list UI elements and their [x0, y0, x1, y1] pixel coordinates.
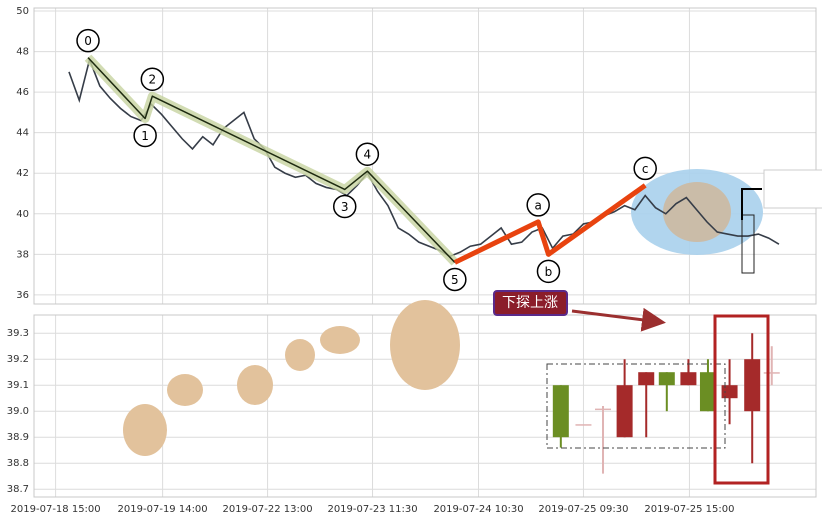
annotation: 下探上涨	[502, 295, 558, 311]
wave-point	[526, 193, 550, 217]
candle-body	[658, 372, 675, 386]
y-tick-label: 39.3	[7, 328, 29, 339]
candle-body	[744, 359, 761, 412]
candle-body	[575, 424, 592, 426]
y-tick-label: 39.2	[7, 354, 29, 365]
wave-label: 3	[341, 200, 349, 214]
wave-label: a	[535, 198, 542, 212]
annotation-arrow	[571, 307, 666, 332]
red-box	[713, 314, 770, 485]
wave-label: 4	[364, 148, 372, 162]
wave-label: 2	[149, 73, 157, 87]
wave-point	[536, 259, 561, 284]
y-tick-label: 36	[16, 290, 29, 301]
candle-body	[721, 385, 738, 399]
candle-body	[680, 372, 697, 386]
impulse-wave	[87, 57, 456, 263]
y-tick-label: 38.7	[7, 484, 29, 495]
wave-label: c	[642, 162, 649, 176]
marker-box	[741, 214, 755, 274]
wave-label: 0	[84, 34, 92, 48]
x-tick-label: 2019-07-18 15:00	[11, 504, 101, 515]
wave-point	[355, 142, 380, 166]
wave-point	[633, 156, 657, 181]
price-line	[68, 57, 780, 258]
wave-label: 5	[451, 273, 459, 287]
candle-body	[552, 385, 569, 438]
x-tick-label: 2019-07-24 10:30	[433, 504, 523, 515]
y-tick-label: 50	[16, 6, 29, 17]
candle-body	[638, 372, 655, 386]
y-tick-label: 38	[16, 249, 29, 260]
x-tick-label: 2019-07-25 15:00	[644, 504, 734, 515]
y-tick-label: 39.0	[7, 406, 29, 417]
wave-point	[443, 267, 467, 292]
decoration	[123, 300, 460, 456]
inset-box	[763, 169, 822, 209]
pointer	[741, 188, 762, 220]
top-frame	[33, 7, 817, 305]
wave-label: 1	[141, 129, 149, 143]
x-tick-label: 2019-07-25 09:30	[538, 504, 628, 515]
highlight-core	[663, 182, 731, 242]
wave-point	[76, 28, 100, 53]
candle-body	[763, 372, 780, 374]
y-tick-label: 39.1	[7, 380, 29, 391]
wave-label: b	[545, 265, 553, 279]
correction-wave	[453, 183, 647, 265]
wave-point	[332, 194, 357, 219]
wave-point	[140, 67, 165, 91]
x-tick-label: 2019-07-22 13:00	[223, 504, 313, 515]
candle-body	[699, 372, 716, 412]
y-tick-label: 38.9	[7, 432, 29, 443]
y-tick-label: 42	[16, 168, 29, 179]
y-tick-label: 48	[16, 47, 29, 58]
y-tick-label: 44	[16, 128, 29, 139]
y-tick-label: 40	[16, 209, 29, 220]
x-tick-label: 2019-07-19 14:00	[118, 504, 208, 515]
wave-point	[133, 123, 157, 148]
annotation-box	[493, 290, 568, 316]
y-tick-label: 38.8	[7, 458, 29, 469]
y-tick-label: 46	[16, 87, 29, 98]
dashed-box	[546, 363, 726, 449]
candle-body	[616, 385, 633, 438]
x-tick-label: 2019-07-23 11:30	[327, 504, 417, 515]
candle-body	[595, 408, 612, 411]
